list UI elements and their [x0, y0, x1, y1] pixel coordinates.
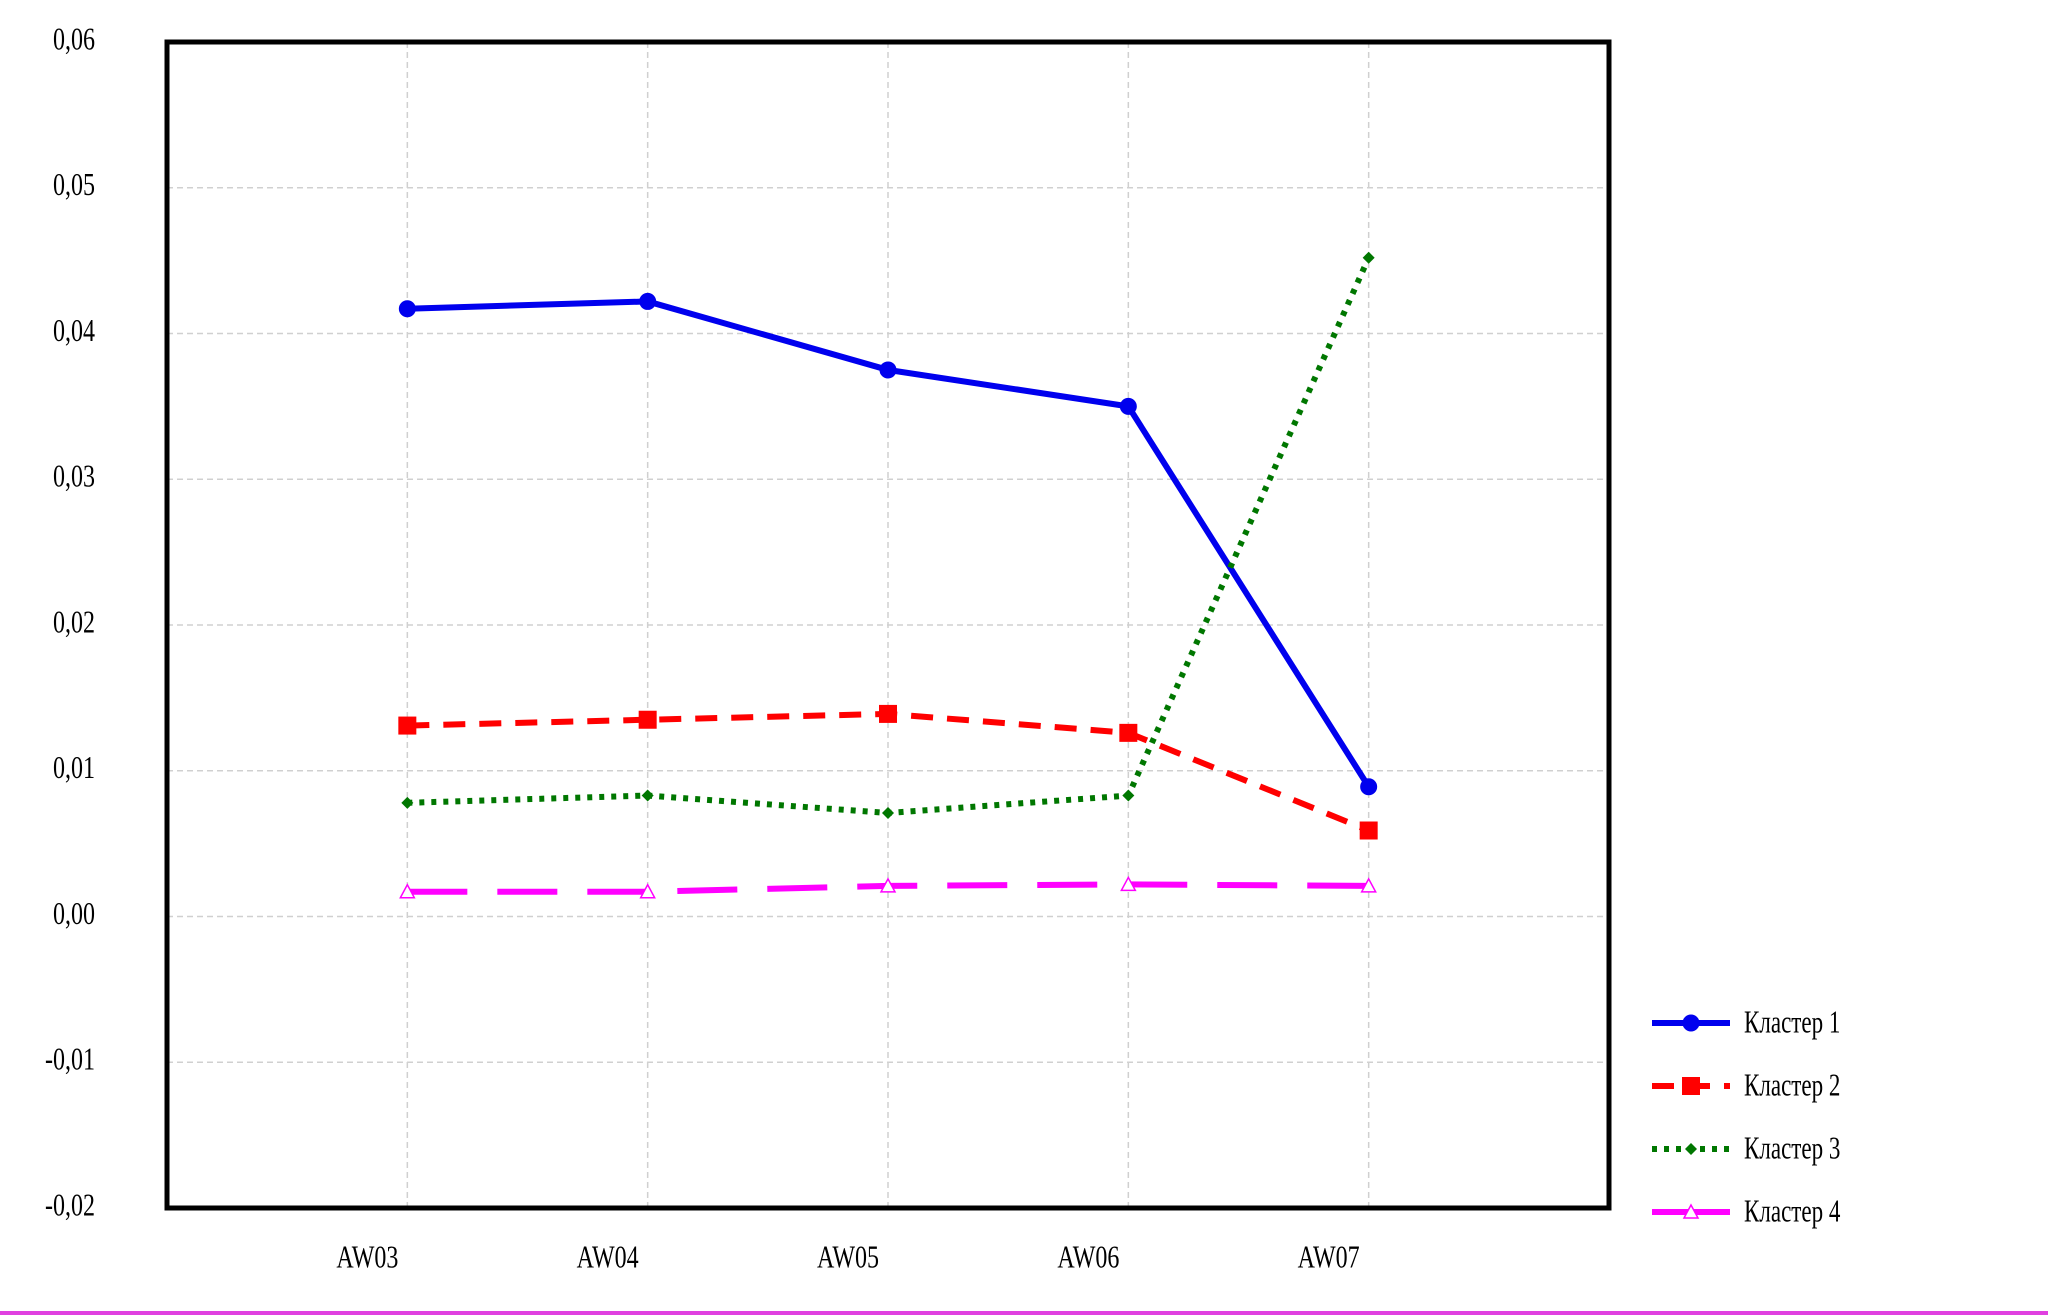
legend-marker: [1682, 1077, 1700, 1095]
y-tick-label: 0,03: [53, 459, 95, 494]
legend-marker: [1682, 1203, 1700, 1219]
marker: [879, 877, 897, 893]
x-tick-label: AW07: [1298, 1240, 1360, 1275]
y-tick-label: 0,04: [53, 314, 95, 349]
marker: [1359, 821, 1378, 840]
marker: [879, 704, 897, 723]
y-tick-label: -0,01: [45, 1042, 95, 1077]
marker: [1120, 875, 1137, 892]
legend-label: Кластер 3: [1744, 1131, 1840, 1167]
x-tick-label: AW03: [336, 1240, 398, 1275]
marker: [398, 300, 416, 318]
legend-label: Кластер 2: [1744, 1068, 1840, 1104]
marker: [638, 710, 657, 729]
marker: [1119, 723, 1138, 742]
x-tick-label: AW06: [1057, 1240, 1119, 1275]
y-tick-label: 0,00: [53, 897, 95, 932]
legend-marker: [1685, 1143, 1697, 1155]
marker: [399, 883, 416, 899]
y-tick-label: 0,01: [53, 751, 95, 786]
y-tick-label: 0,02: [53, 605, 95, 640]
marker: [639, 292, 657, 310]
legend-marker: [1682, 1014, 1700, 1032]
marker: [401, 796, 414, 809]
marker: [1122, 789, 1135, 802]
plot-frame: [164, 39, 1612, 1211]
x-tick-label: AW04: [577, 1240, 639, 1275]
marker: [1119, 397, 1137, 415]
marker: [882, 807, 894, 820]
y-tick-label: 0,05: [53, 168, 95, 203]
marker: [1362, 251, 1375, 264]
marker: [639, 883, 656, 899]
marker: [398, 716, 417, 735]
marker: [1360, 877, 1377, 893]
legend-label: Кластер 1: [1744, 1005, 1840, 1041]
legend-label: Кластер 4: [1744, 1194, 1840, 1230]
x-tick-label: AW05: [817, 1240, 879, 1275]
y-tick-label: 0,06: [53, 22, 95, 57]
marker: [879, 361, 897, 379]
marker: [1360, 778, 1378, 796]
marker: [641, 789, 654, 802]
y-tick-label: -0,02: [45, 1188, 95, 1223]
